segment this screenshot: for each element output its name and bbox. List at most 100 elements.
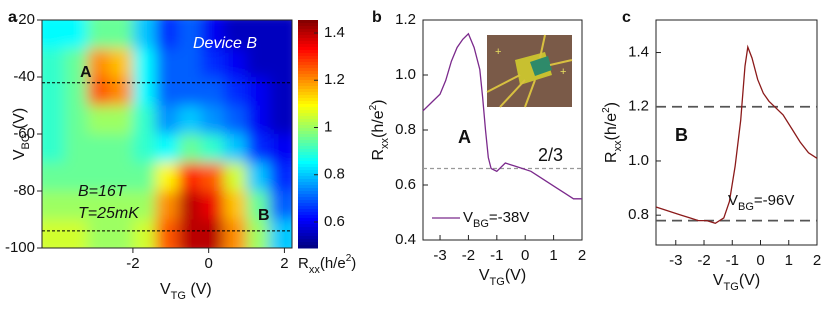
y-axis-label: Rxx(h/e2) <box>368 99 391 160</box>
colorbar-tick-label: 0.8 <box>324 166 345 183</box>
y-tick-label: 1.2 <box>628 98 649 115</box>
y-axis-label-part: BG <box>20 134 32 150</box>
colorbar-swatch <box>298 134 318 138</box>
heatmap-cell <box>178 191 202 220</box>
colorbar-swatch <box>298 44 318 48</box>
colorbar-swatch <box>298 119 318 123</box>
y-tick-label: 0.8 <box>395 121 416 138</box>
colorbar-swatch <box>298 173 318 177</box>
colorbar-swatch <box>298 197 318 201</box>
colorbar-swatch <box>298 95 318 99</box>
heatmap-cell <box>178 162 202 192</box>
x-tick-label: -3 <box>669 252 682 269</box>
y-axis-label-part: V <box>11 149 28 160</box>
colorbar-swatch <box>298 62 318 66</box>
heatmap-cell <box>269 20 292 49</box>
colorbar-swatch <box>298 215 318 219</box>
legend-label-part: =-38V <box>489 209 529 226</box>
svg-text:+: + <box>495 46 501 58</box>
heatmap-cell <box>178 77 202 106</box>
colorbar-swatch <box>298 59 318 63</box>
heatmap-cell <box>201 77 225 106</box>
heatmap-cell <box>269 191 292 220</box>
x-tick-label: 0 <box>204 255 212 272</box>
x-tick-label: 0 <box>756 252 764 269</box>
heatmap-cell <box>110 191 134 220</box>
heatmap-cell <box>132 48 157 78</box>
colorbar-swatch <box>298 152 318 156</box>
heatmap-cell <box>178 219 202 248</box>
heatmap-cell <box>246 162 270 192</box>
y-tick-label: 1.4 <box>628 43 649 60</box>
heatmap-cell <box>223 105 248 135</box>
x-tick-label: -2 <box>462 247 475 264</box>
colorbar-swatch <box>298 50 318 54</box>
heatmap-cell <box>64 77 88 106</box>
heatmap-cell <box>155 77 179 106</box>
plot-frame <box>41 19 293 249</box>
y-tick-label: -40 <box>13 68 35 85</box>
heatmap-cell <box>246 134 270 163</box>
panel-letter: c <box>622 9 631 26</box>
x-axis-label: VTG(V) <box>479 267 526 288</box>
heatmap-cell <box>64 134 88 163</box>
colorbar-swatch <box>298 149 318 153</box>
y-tick-label: -60 <box>13 125 35 142</box>
heatmap-cell <box>42 162 66 192</box>
colorbar-swatch <box>298 167 318 171</box>
colorbar-tick-label: 0.6 <box>324 213 345 230</box>
annotation: B=16T <box>78 183 127 200</box>
heatmap-cell <box>64 219 88 248</box>
colorbar-swatch <box>298 128 318 132</box>
heatmap-cell <box>178 48 202 78</box>
heatmap-cell <box>269 48 292 78</box>
annotation: Device B <box>193 35 257 52</box>
panel-letter: a <box>8 9 17 26</box>
legend-label-part: =-96V <box>754 192 794 209</box>
colorbar-tick-label: 1.2 <box>324 71 345 88</box>
x-axis-label-part: TG <box>490 276 505 288</box>
heatmap-cell <box>246 77 270 106</box>
colorbar-swatch <box>298 203 318 207</box>
x-tick-label: 2 <box>813 252 821 269</box>
colorbar-swatch <box>298 125 318 129</box>
heatmap-cell <box>178 134 202 163</box>
colorbar-label-part: xx <box>309 264 321 276</box>
data-line <box>422 32 582 200</box>
colorbar-swatch <box>298 233 318 237</box>
colorbar-swatch <box>298 212 318 216</box>
heatmap-cell <box>201 219 225 248</box>
colorbar-swatch <box>298 137 318 141</box>
heatmap-cell <box>269 77 292 106</box>
heatmap-cell <box>64 191 88 220</box>
heatmap-cell <box>42 77 66 106</box>
panel-letter: b <box>372 9 382 26</box>
x-axis-label-part: (V) <box>505 267 526 284</box>
colorbar-swatch <box>298 122 318 126</box>
colorbar-swatch <box>298 29 318 33</box>
heatmap-cell <box>42 48 66 78</box>
heatmap-cell <box>64 48 88 78</box>
colorbar-swatch <box>298 179 318 183</box>
colorbar-label-part: ) <box>351 255 356 272</box>
y-axis-label-part: ) <box>603 102 620 107</box>
colorbar-swatch <box>298 194 318 198</box>
colorbar-swatch <box>298 68 318 72</box>
legend-label-part: V <box>463 209 473 226</box>
y-axis-label: VBG (V) <box>11 108 32 160</box>
heatmap-cell <box>110 48 134 78</box>
y-axis-label-part: ) <box>370 99 387 104</box>
y-tick-label: -20 <box>13 11 35 28</box>
heatmap-cell <box>223 20 248 49</box>
colorbar-swatch <box>298 158 318 162</box>
annotation: B <box>258 207 270 224</box>
y-axis-label-part: (V) <box>11 108 28 134</box>
heatmap-cell <box>223 219 248 248</box>
colorbar-swatch <box>298 236 318 240</box>
heatmap-cell <box>246 105 270 135</box>
y-axis-label-part: xx <box>612 140 624 152</box>
heatmap-cell <box>155 134 179 163</box>
colorbar-swatch <box>298 110 318 114</box>
y-tick-label: -100 <box>5 239 35 256</box>
heatmap-cell <box>223 77 248 106</box>
